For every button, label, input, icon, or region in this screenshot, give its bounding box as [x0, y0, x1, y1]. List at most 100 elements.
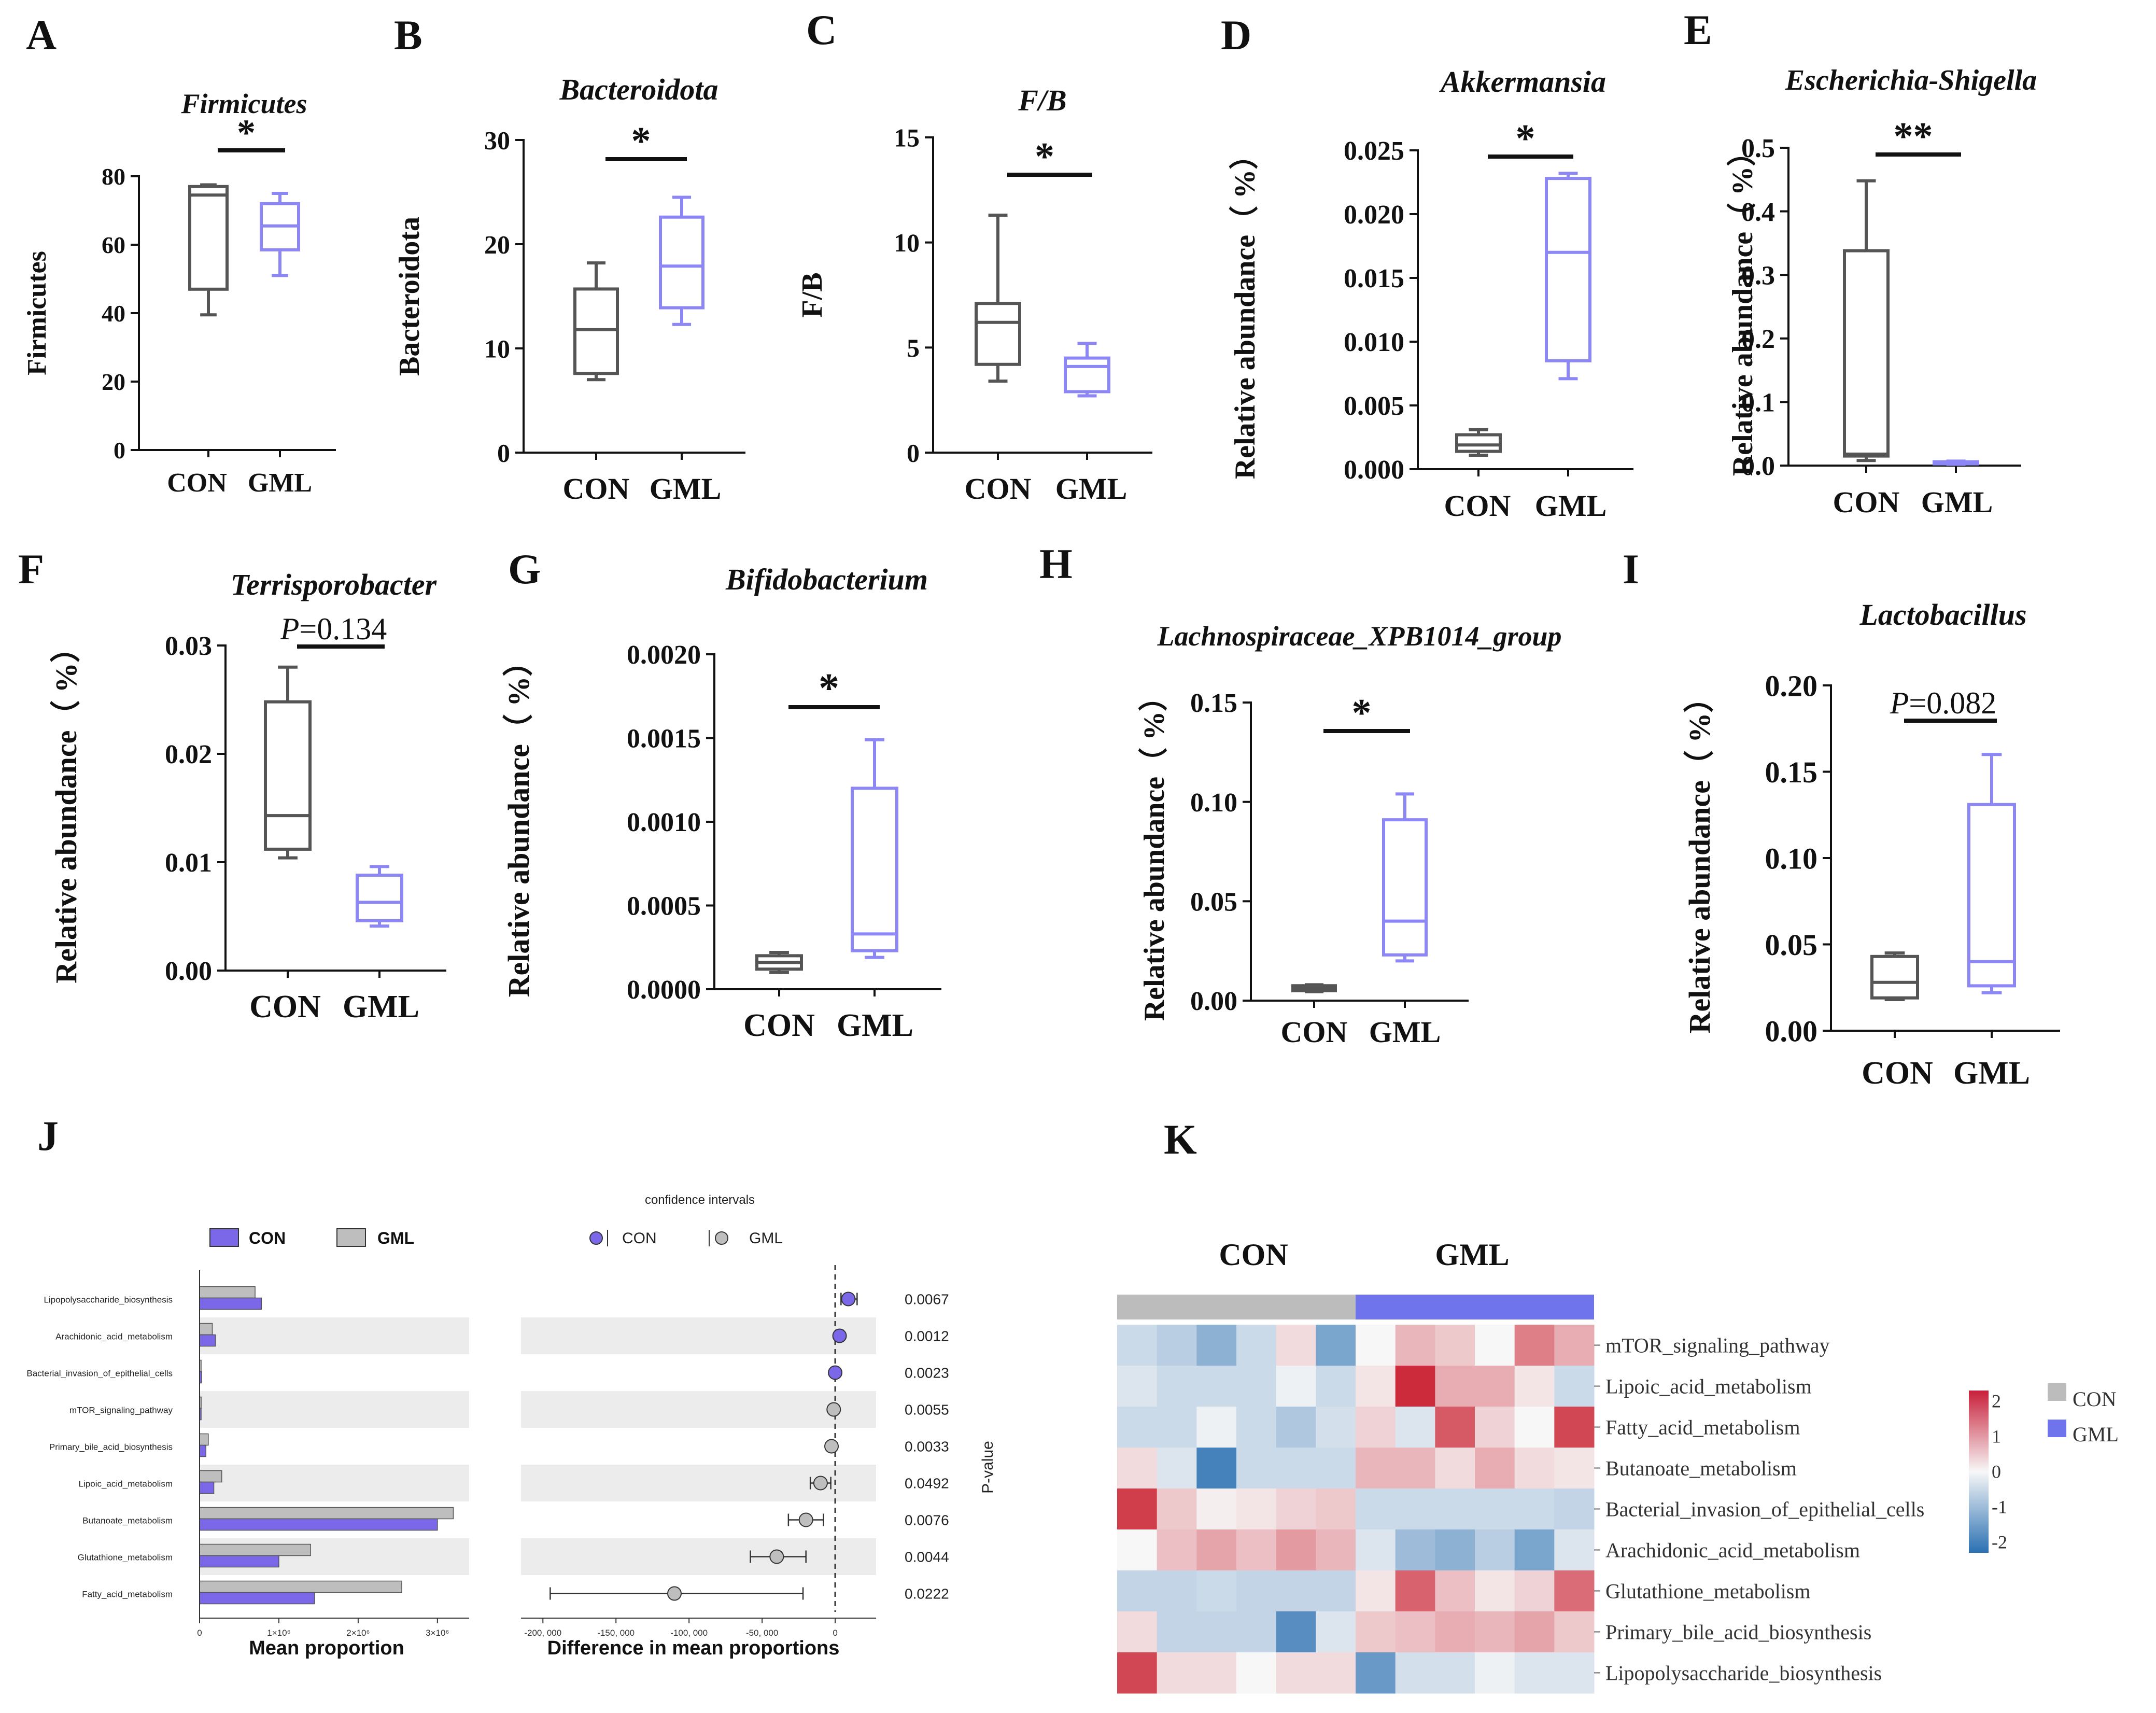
pathway-label: Primary_bile_acid_biosynthesis: [49, 1442, 173, 1452]
box-con: [1843, 179, 1890, 462]
heatmap-cell: [1117, 1448, 1158, 1489]
panel-letter: D: [1221, 11, 1251, 59]
ci-legend-label-con: CON: [622, 1230, 657, 1247]
category-label-con: CON: [1444, 489, 1511, 523]
bar-gml: [199, 1433, 209, 1446]
heatmap-cell: [1435, 1366, 1475, 1407]
heatmap-cell: [1395, 1611, 1435, 1653]
y-tick-label: 5: [907, 333, 920, 362]
y-tick-label: 0.0015: [627, 724, 701, 754]
category-label-gml: GML: [650, 472, 722, 506]
legend-swatch-gml: [2048, 1420, 2066, 1437]
heatmap-cell: [1435, 1448, 1475, 1489]
y-tick-label: 0.3: [1741, 261, 1775, 290]
heatmap-cell: [1236, 1611, 1277, 1653]
pathway-row: Butanoate_metabolism 0.0076: [82, 1507, 949, 1531]
pathway-row: mTOR_signaling_pathway 0.0055: [69, 1396, 949, 1421]
box-iqr: [1545, 177, 1591, 362]
significance-marker: *: [1352, 691, 1372, 735]
p-value: 0.0067: [905, 1291, 949, 1308]
bar-con: [199, 1518, 438, 1531]
heatmap-cell: [1435, 1325, 1475, 1366]
box-panel-b: B 0 10 20 30 Bacteroidota Bacteroidota * CON GML: [393, 11, 745, 506]
box-gml: [1382, 792, 1428, 963]
pathway-label: Bacterial_invasion_of_epithelial_cells: [26, 1369, 173, 1379]
bar-gml: [199, 1580, 402, 1593]
p-value-annotation: P=0.134: [280, 612, 387, 646]
heatmap-cell: [1157, 1570, 1197, 1612]
heatmap-cell: [1475, 1407, 1515, 1448]
box-gml: [260, 192, 300, 277]
y-axis-label: Relative abundance（ %）: [1726, 137, 1759, 476]
category-label-con: CON: [249, 989, 321, 1024]
heatmap-cell: [1554, 1529, 1595, 1571]
y-tick-label: 20: [102, 369, 125, 395]
heatmap-cell: [1514, 1489, 1555, 1530]
chart-title: Firmicutes: [180, 88, 307, 119]
box-panel-c: C 0 5 10 15 F/B F/B * CON GML: [796, 6, 1152, 506]
panel-letter: G: [508, 545, 541, 593]
y-axis-label: Relative abundance（ %）: [1229, 141, 1261, 479]
y-tick-label: 0.15: [1765, 755, 1818, 789]
box-con: [1455, 428, 1502, 457]
ci-point: [824, 1439, 839, 1454]
y-axis-label: Relative abundance（ %）: [1683, 683, 1716, 1034]
legend-label-con: CON: [249, 1229, 286, 1247]
p-value: 0.0222: [905, 1586, 949, 1602]
pathway-label: mTOR_signaling_pathway: [69, 1406, 173, 1415]
heatmap-row: mTOR_signaling_pathway: [1117, 1325, 1830, 1366]
heatmap-cell: [1196, 1325, 1237, 1366]
p-symbol: P: [1890, 686, 1909, 720]
heatmap-cell: [1316, 1652, 1356, 1694]
heatmap-cell: [1276, 1407, 1316, 1448]
box-iqr: [1382, 818, 1428, 957]
box-iqr: [188, 185, 229, 291]
panel-j: J CON GML confidence intervals CON GML Lipopol…: [26, 1112, 996, 1659]
ci-point: [769, 1549, 784, 1564]
row-stripe: [521, 1391, 876, 1428]
y-tick-label: 0.0005: [627, 892, 701, 921]
group-annotation-gml: [1356, 1295, 1594, 1319]
group-annotation-con: [1117, 1295, 1356, 1319]
significance-marker: *: [631, 119, 651, 163]
heatmap-cell: [1514, 1652, 1555, 1694]
y-tick-label: 0.0: [1741, 452, 1775, 481]
heatmap-cell: [1475, 1448, 1515, 1489]
heatmap-cell: [1196, 1652, 1237, 1694]
heatmap-cell: [1475, 1489, 1515, 1530]
p-value: 0.0076: [905, 1512, 949, 1528]
heatmap-row-label: Lipopolysaccharide_biosynthesis: [1605, 1662, 1882, 1685]
chart-title: Lactobacillus: [1859, 598, 2026, 631]
pathway-row: Arachidonic_acid_metabolism 0.0012: [55, 1323, 949, 1347]
ci-point: [798, 1512, 813, 1527]
y-tick-label: 15: [894, 123, 920, 152]
heatmap-cell: [1117, 1325, 1158, 1366]
significance-marker: *: [237, 112, 256, 153]
box-con: [975, 213, 1021, 383]
heatmap-cell: [1435, 1570, 1475, 1612]
heatmap-cell: [1316, 1529, 1356, 1571]
heatmap-cell: [1196, 1407, 1237, 1448]
significance-marker: *: [1516, 117, 1535, 160]
y-axis-label: Relative abundance（ %）: [502, 647, 536, 998]
box-panel-i: I 0.00 0.05 0.10 0.15 0.20 Relative abundance（…: [1623, 545, 2060, 1091]
heatmap-cell: [1236, 1325, 1277, 1366]
box-con: [573, 261, 619, 382]
pathway-label: Arachidonic_acid_metabolism: [55, 1332, 173, 1342]
y-tick-label: 0.10: [1190, 788, 1237, 818]
box-gml: [851, 738, 898, 959]
chart-title: Escherichia-Shigella: [1785, 64, 2037, 96]
y-tick-label: 0.2: [1741, 325, 1775, 354]
heatmap-cell: [1157, 1652, 1197, 1694]
heatmap-cell: [1276, 1325, 1316, 1366]
heatmap-cell: [1514, 1366, 1555, 1407]
category-label-gml: GML: [248, 468, 312, 498]
panel-k: K CON GML mTOR_signaling_pathway Lipoic_acid…: [1117, 1116, 2119, 1694]
panel-letter: C: [806, 6, 837, 53]
bar-con: [199, 1555, 279, 1568]
heatmap-cell: [1157, 1325, 1197, 1366]
heatmap-cell: [1475, 1611, 1515, 1653]
pathway-row: Fatty_acid_metabolism 0.0222: [82, 1580, 949, 1605]
y-tick-label: 0.5: [1741, 134, 1775, 163]
y-tick-label: 40: [102, 300, 125, 327]
